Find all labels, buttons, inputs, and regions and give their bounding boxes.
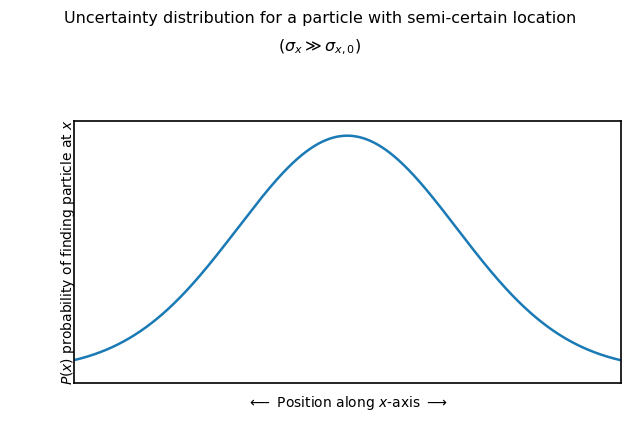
Y-axis label: $P(x)$ probability of finding particle at $x$: $P(x)$ probability of finding particle a… — [59, 119, 77, 385]
Text: Uncertainty distribution for a particle with semi-certain location: Uncertainty distribution for a particle … — [64, 11, 576, 26]
Text: $(\sigma_x \gg \sigma_{x,0})$: $(\sigma_x \gg \sigma_{x,0})$ — [278, 37, 362, 57]
X-axis label: $\longleftarrow$ Position along $x$-axis $\longrightarrow$: $\longleftarrow$ Position along $x$-axis… — [247, 394, 447, 412]
